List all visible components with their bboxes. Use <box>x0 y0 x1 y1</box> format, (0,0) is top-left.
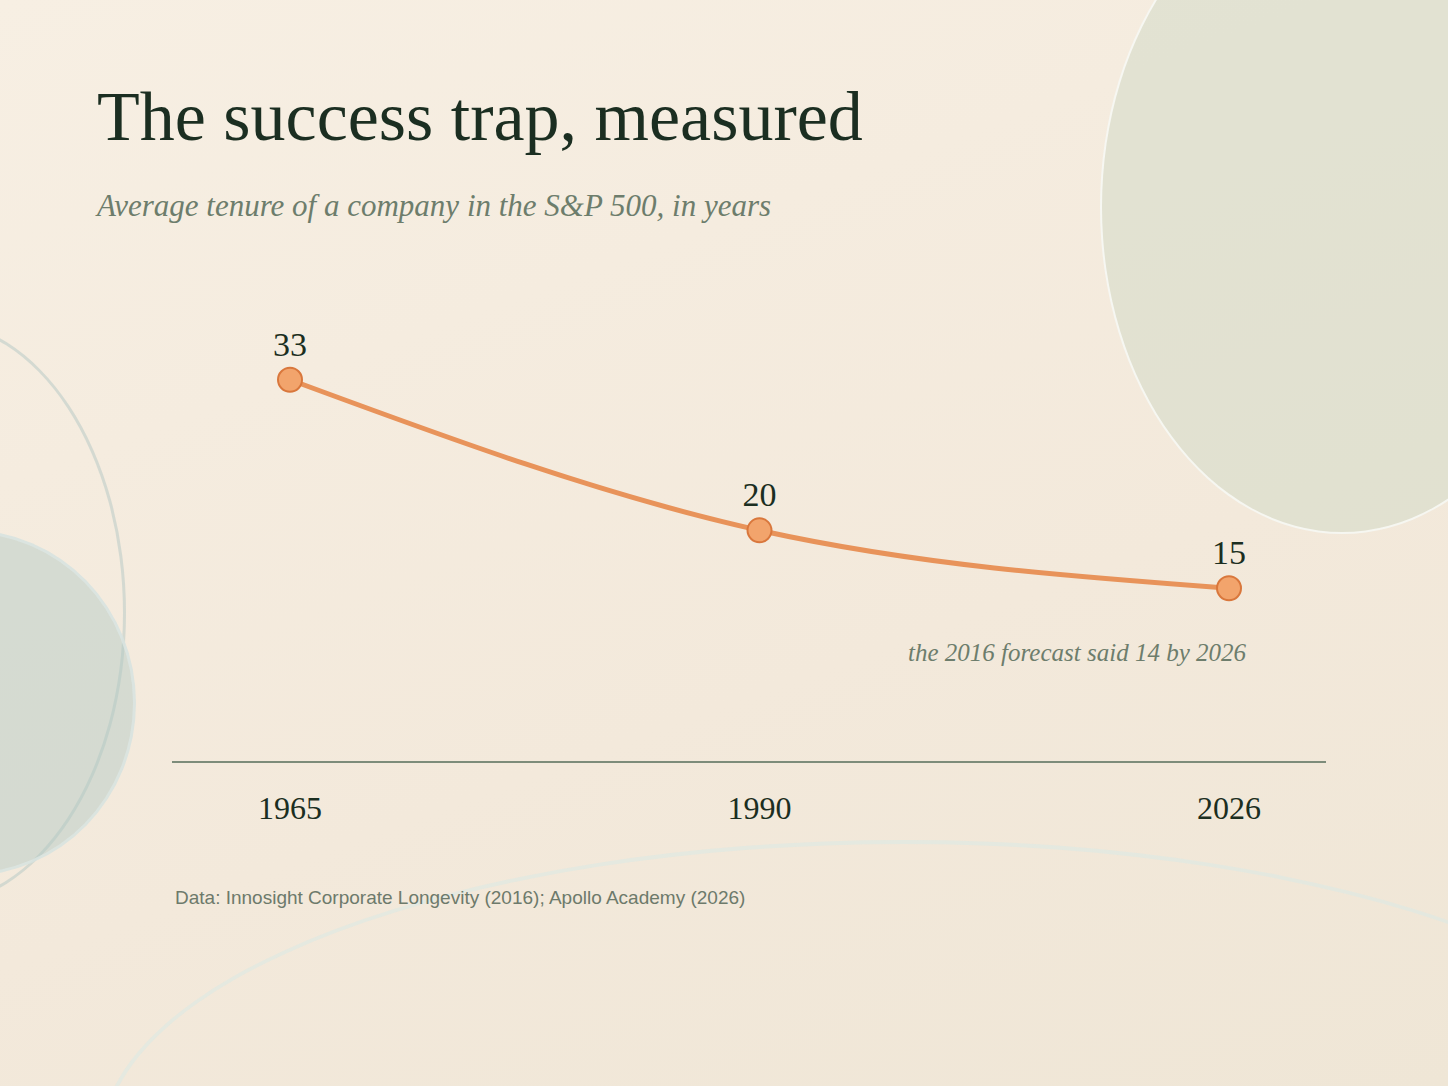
html-text:The success trap, measured: The success trap, measured <box>97 78 863 155</box>
svg-text:2026: 2026 <box>1197 790 1261 826</box>
svg-text:1965: 1965 <box>258 790 322 826</box>
svg-text:33: 33 <box>273 326 307 363</box>
svg-text:1990: 1990 <box>728 790 792 826</box>
html-text:Average tenure of a company in: Average tenure of a company in the S&P 5… <box>97 188 772 223</box>
svg-text:20: 20 <box>743 476 777 513</box>
html-text:the 2016 forecast said 14 by 2: the 2016 forecast said 14 by 2026 <box>908 639 1246 666</box>
html-text:Data: Innosight Corporate Long: Data: Innosight Corporate Longevity (201… <box>175 887 746 908</box>
svg-text:15: 15 <box>1212 534 1246 571</box>
